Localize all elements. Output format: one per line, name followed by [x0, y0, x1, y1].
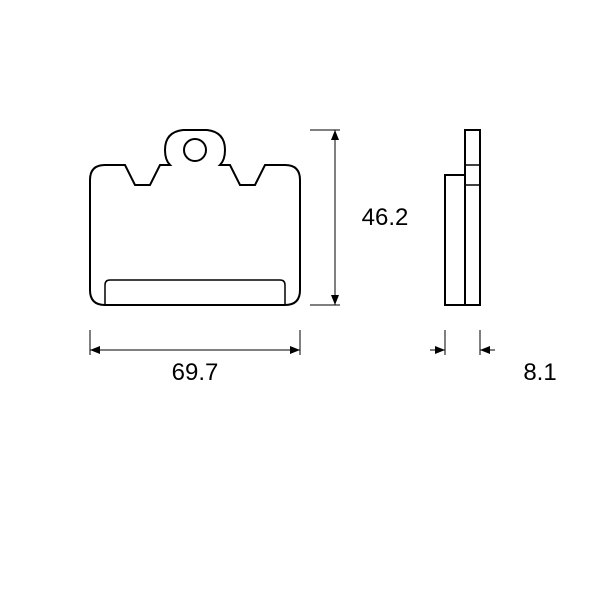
thickness-dim-svg: 8.1 — [430, 330, 590, 390]
friction-material — [445, 175, 465, 305]
width-dim-svg: 69.7 — [80, 330, 310, 390]
thickness-value: 8.1 — [523, 359, 556, 386]
side-view — [430, 120, 490, 325]
side-view-svg — [430, 120, 490, 320]
thick-arrow-right — [480, 346, 490, 354]
brake-pad-front-outline — [90, 130, 300, 305]
width-value: 69.7 — [172, 359, 219, 386]
backing-plate — [465, 130, 480, 305]
front-view — [80, 120, 310, 325]
width-arrow-right — [290, 346, 300, 354]
height-dim-svg: 46.2 — [310, 110, 430, 330]
front-view-svg — [80, 120, 310, 320]
width-dimension: 69.7 — [80, 330, 310, 395]
thick-arrow-left — [435, 346, 445, 354]
mounting-hole — [184, 139, 206, 161]
height-dimension: 46.2 — [310, 110, 430, 335]
diagram-container: 69.7 46.2 8.1 — [0, 0, 600, 600]
inner-detail-line — [105, 280, 285, 305]
height-arrow-top — [331, 130, 339, 140]
height-arrow-bottom — [331, 295, 339, 305]
width-arrow-left — [90, 346, 100, 354]
thickness-dimension: 8.1 — [430, 330, 590, 395]
height-value: 46.2 — [362, 204, 409, 231]
